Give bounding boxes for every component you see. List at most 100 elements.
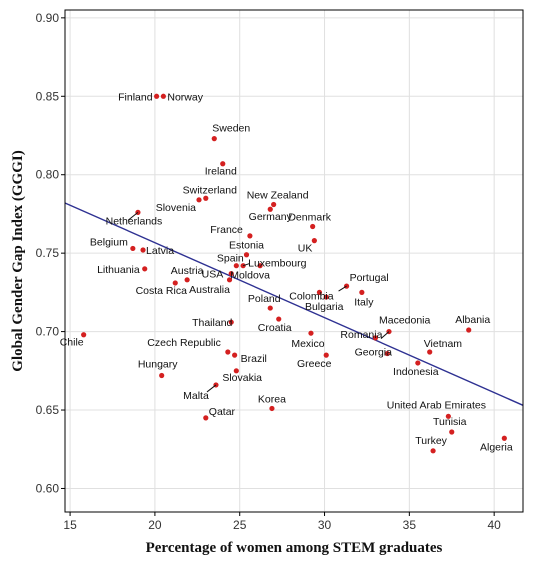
leader-line xyxy=(242,263,250,267)
point-label: Algeria xyxy=(480,441,513,453)
data-point xyxy=(184,277,190,283)
point-label: Malta xyxy=(183,390,209,402)
data-point xyxy=(372,335,379,341)
point-label: Qatar xyxy=(209,406,236,418)
x-tick-label: 15 xyxy=(63,518,77,532)
x-axis-title: Percentage of women among STEM graduates xyxy=(146,540,443,556)
data-point xyxy=(172,280,178,286)
trend-line xyxy=(64,202,524,406)
data-point xyxy=(228,319,234,325)
point-label: Norway xyxy=(167,91,203,103)
point-label: Albania xyxy=(455,314,490,326)
data-point xyxy=(323,294,329,300)
data-point xyxy=(310,223,316,230)
y-tick-label: 0.65 xyxy=(36,403,60,417)
point-label: Korea xyxy=(258,393,286,405)
point-label: Sweden xyxy=(212,123,250,135)
data-point xyxy=(142,266,148,272)
point-label: Netherlands xyxy=(106,215,163,227)
data-point xyxy=(203,415,209,421)
data-point xyxy=(501,435,507,441)
tick-labels: 15 20 25 30 35 40 0.60 0.65 0.70 0.75 0.80 0.85 0.90 xyxy=(36,11,502,532)
point-label: Bulgaria xyxy=(305,301,344,313)
point-label: Australia xyxy=(189,284,230,296)
y-tick-label: 0.70 xyxy=(36,325,60,339)
data-point xyxy=(140,247,146,253)
data-point xyxy=(211,136,217,142)
data-point xyxy=(466,327,472,333)
point-label: Costa Rica xyxy=(136,285,188,297)
point-label: Switzerland xyxy=(183,184,237,196)
data-point xyxy=(449,429,455,435)
point-label: Lithuania xyxy=(97,264,140,276)
data-point xyxy=(316,289,323,295)
data-point xyxy=(267,206,273,212)
y-tick-label: 0.75 xyxy=(36,246,60,260)
data-point xyxy=(203,195,209,201)
leader-line xyxy=(206,384,217,393)
data-point xyxy=(271,201,277,208)
data-point xyxy=(228,270,234,277)
y-tick-label: 0.60 xyxy=(36,481,60,495)
point-label: Brazil xyxy=(241,353,267,365)
data-point xyxy=(233,368,239,374)
axes xyxy=(64,9,524,513)
point-label: Moldova xyxy=(230,270,270,282)
data-point xyxy=(154,93,160,99)
point-label: Chile xyxy=(60,337,84,349)
leader-line xyxy=(338,285,347,292)
data-point xyxy=(359,289,365,295)
data-point xyxy=(445,413,451,419)
point-label: Estonia xyxy=(229,240,264,252)
y-tick-label: 0.85 xyxy=(36,89,60,103)
point-label: Croatia xyxy=(258,322,292,334)
data-point xyxy=(267,305,273,311)
y-axis-title: Global Gender Gap Index (GGGI) xyxy=(10,150,26,371)
point-label: Czech Republic xyxy=(147,337,221,349)
point-label: France xyxy=(210,224,243,236)
data-point xyxy=(257,263,263,269)
point-label: Romania xyxy=(340,329,382,341)
data-point xyxy=(226,277,233,283)
data-point xyxy=(384,350,390,357)
point-label: Macedonia xyxy=(379,315,431,327)
point-label: Hungary xyxy=(138,359,178,371)
point-label: Mexico xyxy=(291,338,324,350)
plot-frame xyxy=(64,9,524,513)
data-point xyxy=(225,349,231,355)
data-point xyxy=(81,332,87,338)
point-label: Turkey xyxy=(415,435,447,447)
point-label: Luxembourg xyxy=(248,258,307,270)
x-tick-label: 20 xyxy=(148,518,162,532)
point-label: Belgium xyxy=(90,236,128,248)
x-tick-label: 40 xyxy=(487,518,501,532)
y-tick-label: 0.80 xyxy=(36,168,60,182)
data-point xyxy=(311,238,317,244)
data-point xyxy=(308,330,314,336)
data-point xyxy=(196,197,202,203)
x-tick-label: 30 xyxy=(318,518,332,532)
point-label: New Zealand xyxy=(247,190,309,202)
x-tick-label: 35 xyxy=(403,518,417,532)
point-label: Georgia xyxy=(355,347,393,359)
point-label: Austria xyxy=(171,265,204,277)
point-label: Denmark xyxy=(288,211,331,223)
point-label: Greece xyxy=(297,358,332,370)
data-point xyxy=(247,233,253,239)
data-point xyxy=(415,360,421,366)
data-point xyxy=(232,352,238,358)
data-point xyxy=(160,93,166,99)
leader-line xyxy=(127,211,139,221)
data-point xyxy=(276,316,282,322)
point-label: Germany xyxy=(249,211,293,223)
point-label: Indonesia xyxy=(393,366,439,378)
point-label: Slovakia xyxy=(222,372,262,384)
y-tick-label: 0.90 xyxy=(36,11,60,25)
point-label: United Arab Emirates xyxy=(387,399,486,411)
plot-background xyxy=(65,10,523,512)
point-label: Thailand xyxy=(192,317,232,329)
point-label: Spain xyxy=(217,253,244,265)
data-point xyxy=(269,405,275,412)
point-label: Latvia xyxy=(146,245,174,257)
